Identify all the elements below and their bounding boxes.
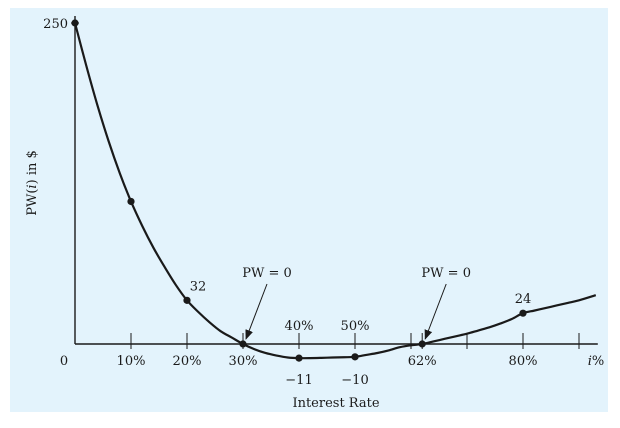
x-unit-label: i% <box>588 354 605 369</box>
point-value-label: −10 <box>341 373 368 388</box>
x-tick-label: 30% <box>229 354 258 369</box>
pw-curve <box>73 22 597 360</box>
data-point <box>71 19 79 27</box>
x-unit-symbol: i <box>588 354 592 369</box>
x-tick-label: 10% <box>117 354 146 369</box>
x-axis-title: Interest Rate <box>292 396 379 411</box>
point-value-label: 32 <box>190 279 207 294</box>
x-unit-percent: % <box>592 354 604 369</box>
y-tick-label: 250 <box>43 17 68 32</box>
annotation-arrow <box>424 283 447 340</box>
data-point <box>127 197 135 206</box>
pw-zero-annotation: PW = 0 <box>242 266 292 281</box>
x-tick-label: 80% <box>509 354 538 369</box>
y-axis-title-part: ) in $ <box>25 150 40 184</box>
data-point <box>183 296 191 304</box>
plot-background <box>10 8 608 412</box>
y-axis-title-part: i <box>25 184 40 188</box>
data-point <box>295 354 303 362</box>
x-tick-label: 20% <box>173 354 202 369</box>
point-value-label: 24 <box>515 292 532 307</box>
x-tick-label: 50% <box>341 319 370 334</box>
data-point <box>351 353 359 361</box>
data-point <box>239 340 247 348</box>
x-tick-label: 40% <box>285 319 314 334</box>
pw-zero-annotation: PW = 0 <box>421 266 471 281</box>
y-axis-title: PW(i) in $ <box>25 150 40 216</box>
point-value-label: −11 <box>285 373 312 388</box>
origin-label: 0 <box>60 354 68 369</box>
x-tick-label: 62% <box>408 354 437 369</box>
annotation-arrow <box>245 283 268 340</box>
data-point <box>519 309 527 317</box>
y-axis-title-part: PW( <box>25 189 40 216</box>
data-point <box>418 340 426 348</box>
